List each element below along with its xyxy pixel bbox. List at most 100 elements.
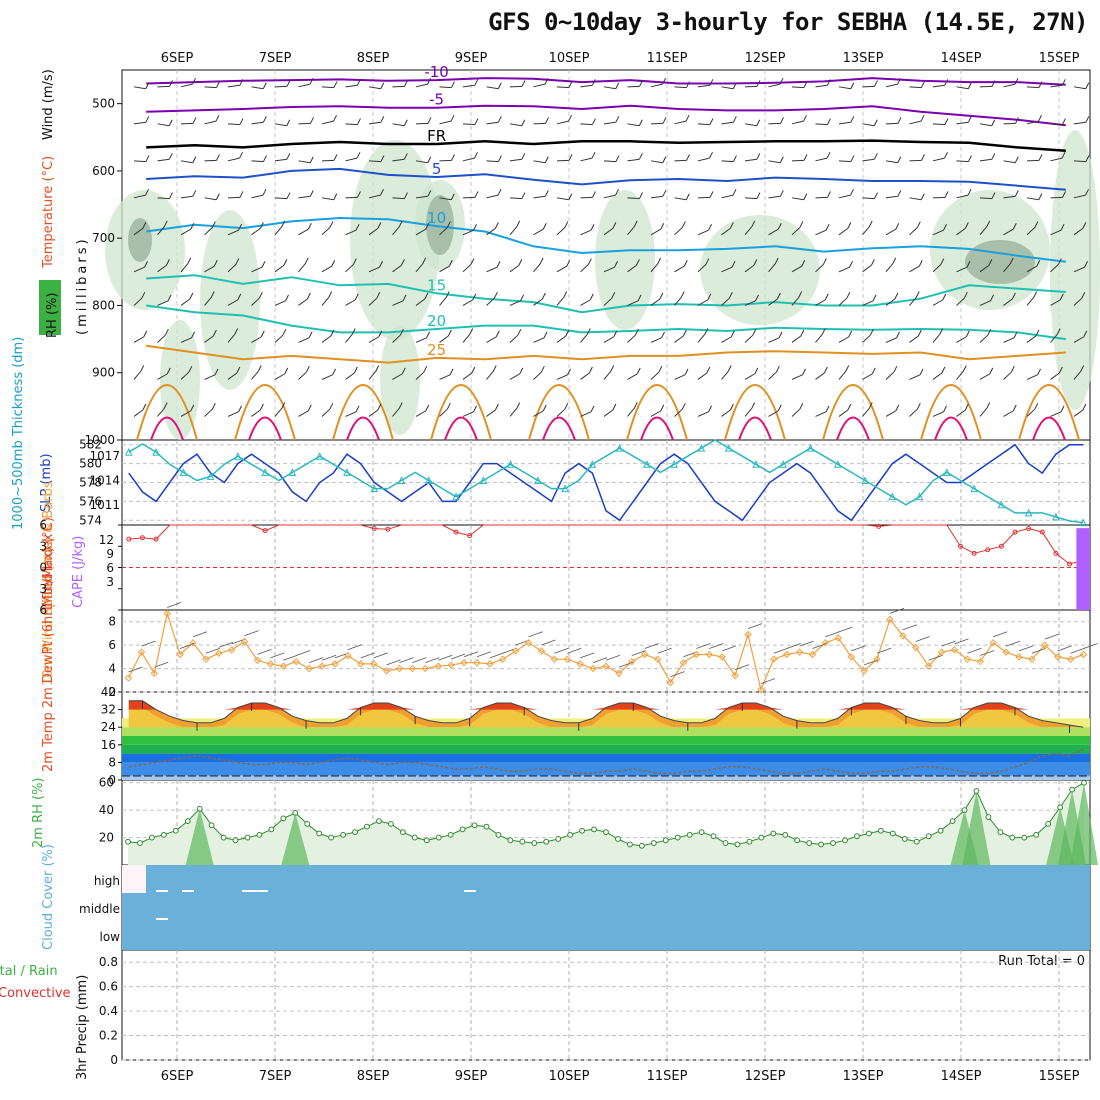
wind-barb-flag xyxy=(967,188,972,196)
li-tick-label: 6 xyxy=(39,603,47,617)
wind-barb-flag xyxy=(615,116,620,123)
wind-barb xyxy=(392,158,405,162)
isotherm-35-bump xyxy=(1032,416,1066,441)
wind-barb xyxy=(815,84,828,88)
day-label-bottom: 6SEP xyxy=(161,1069,194,1084)
wind-barb-flag xyxy=(635,259,640,266)
wind-barb xyxy=(133,336,145,343)
wind-barb xyxy=(909,297,917,306)
cloud-gap-mark xyxy=(182,890,194,892)
wind10-marker xyxy=(1066,655,1075,663)
cloud-level-label: low xyxy=(100,930,121,944)
precip-label: 3hr Precip (mm) xyxy=(75,975,90,1080)
wind-barb-flag xyxy=(169,192,173,199)
isotherm-label: 10 xyxy=(427,209,446,227)
rh2m-point xyxy=(866,830,872,837)
wind-barb-flag xyxy=(215,114,220,122)
wind-barb-flag xyxy=(281,402,286,409)
temp2m-line xyxy=(128,700,1084,728)
wind-barb-flag xyxy=(541,292,546,300)
wind-barb xyxy=(909,335,919,343)
wind-barb xyxy=(744,197,757,200)
cloud-clear-gap xyxy=(122,865,146,893)
wind10-marker xyxy=(382,667,391,675)
wind-barb-flag xyxy=(143,330,148,338)
wind-barb xyxy=(556,120,569,125)
wind-barb xyxy=(815,411,827,417)
slp-marker xyxy=(997,500,1006,509)
wind-barb xyxy=(932,411,944,417)
wind-barb xyxy=(415,160,428,164)
wind-barb xyxy=(791,86,804,89)
wind-barb-flag xyxy=(751,220,756,228)
wind-barb xyxy=(1026,408,1036,417)
slp-tick-label: 1011 xyxy=(89,498,120,512)
isotherm-30-bump xyxy=(1018,384,1080,441)
wind-barb-flag xyxy=(826,79,831,86)
wind-barb-flag xyxy=(331,260,336,267)
isotherm-label: FR xyxy=(427,127,446,145)
wind-barb-flag xyxy=(964,403,969,411)
lifted-index-point xyxy=(467,533,473,539)
wind10-marker xyxy=(782,650,791,659)
wind10-marker xyxy=(357,660,365,668)
wind10-barb xyxy=(825,631,840,638)
wind-barb-flag xyxy=(469,328,474,335)
wind-barb xyxy=(1073,297,1083,306)
wind-barb-flag xyxy=(1034,402,1039,410)
wind-barb-flag xyxy=(215,193,220,200)
wind-barb xyxy=(439,335,449,343)
wind-barb xyxy=(227,229,239,236)
wind10-barb xyxy=(967,647,982,654)
wind-barb xyxy=(768,298,778,306)
wind-barb xyxy=(580,411,592,417)
isotherm-35-bump xyxy=(640,416,674,441)
lifted-index-point xyxy=(957,543,963,549)
wind-barb-flag xyxy=(942,293,947,301)
thickness-tick-label: 582 xyxy=(79,438,102,452)
wind-barb xyxy=(650,160,663,164)
wind-barb xyxy=(1003,298,1013,306)
wind-barb xyxy=(556,374,568,380)
rh2m-point xyxy=(985,814,992,820)
wind10-marker xyxy=(808,650,817,659)
wind-barb xyxy=(603,227,614,236)
rh2m-point xyxy=(507,837,514,844)
wind-barb xyxy=(979,373,991,380)
wind-barb-flag xyxy=(403,119,408,126)
wind-barb xyxy=(509,123,522,127)
wind10-barb xyxy=(851,645,866,652)
rh2m-point xyxy=(459,826,466,833)
wind-barb xyxy=(462,334,471,343)
wind10-barb xyxy=(644,643,659,649)
wind-barb xyxy=(533,298,543,306)
wind-barb xyxy=(580,334,588,343)
thickness-label: 1000~500mb Thickness (dm) xyxy=(11,337,26,530)
wind-barb xyxy=(204,197,217,201)
wind-barb xyxy=(697,84,710,88)
dewpoint-line xyxy=(128,748,1084,775)
chart-title: GFS 0~10day 3-hourly for SEBHA (14.5E, 2… xyxy=(488,8,1088,36)
wind-barb xyxy=(486,409,496,417)
day-label-top: 15SEP xyxy=(1039,51,1080,66)
rh2m-point xyxy=(387,820,394,827)
isotherm-35-bump xyxy=(738,416,772,441)
slp-marker xyxy=(315,452,324,460)
wind-barb xyxy=(979,226,988,236)
wind-barb-flag xyxy=(568,154,573,161)
wind-barb-flag xyxy=(615,155,620,162)
wind-barb-flag xyxy=(708,223,712,231)
wind-barb-flag xyxy=(398,402,403,409)
wind-barb-flag xyxy=(732,116,737,123)
wind-barb xyxy=(791,374,803,380)
wind-barb-flag xyxy=(258,291,263,299)
wind-barb xyxy=(909,374,921,380)
wind10-barb xyxy=(399,657,414,663)
wind-barb xyxy=(439,120,452,125)
wind-barb-flag xyxy=(897,77,901,85)
rh2m-point xyxy=(125,838,131,845)
wind-barb xyxy=(392,373,403,380)
wind-barb-flag xyxy=(1085,82,1090,89)
wind-barb-flag xyxy=(190,223,195,230)
wind-barb-flag xyxy=(1037,368,1041,376)
